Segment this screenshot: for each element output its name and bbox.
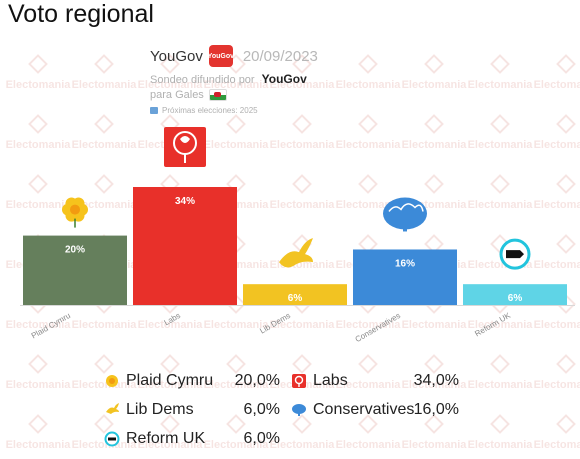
daffodil-icon <box>62 197 88 228</box>
bar <box>133 187 237 305</box>
bar-value-label: 34% <box>175 196 195 207</box>
legend-label: Lib Dems <box>126 401 194 418</box>
category-tick-label: Reform UK <box>473 311 512 339</box>
pollster-row: YouGov YouGov 20/09/2023 <box>150 44 450 68</box>
bar <box>23 235 127 305</box>
watermark-mark: Electomania <box>6 414 72 451</box>
reform-uk-icon <box>104 431 120 447</box>
legend-value: 34,0% <box>413 372 459 389</box>
legend-item: Conservatives <box>291 397 414 423</box>
ballot-box-icon <box>150 107 158 114</box>
legend-label: Labs <box>313 372 348 389</box>
published-by-row: Sondeo difundido por YouGov <box>150 72 450 86</box>
region-label: para Gales <box>150 89 204 101</box>
legend-value: 6,0% <box>243 401 280 418</box>
svg-text:Electomania: Electomania <box>534 379 580 391</box>
svg-text:Electomania: Electomania <box>468 439 534 451</box>
rose-icon <box>291 373 307 389</box>
published-by-name: YouGov <box>261 72 307 86</box>
next-election-row: Próximas elecciones: 2025 <box>150 106 450 115</box>
bar <box>243 284 347 305</box>
bar-value-label: 20% <box>65 245 85 256</box>
svg-text:Electomania: Electomania <box>468 379 534 391</box>
daffodil-icon <box>104 373 120 389</box>
legend-item: Lib Dems <box>104 397 194 423</box>
bar-value-label: 16% <box>395 258 415 269</box>
svg-text:Electomania: Electomania <box>534 439 580 451</box>
svg-text:Electomania: Electomania <box>6 439 72 451</box>
region-row: para Gales <box>150 89 450 101</box>
rose-icon <box>164 127 206 167</box>
next-election-label: Próximas elecciones: 2025 <box>162 106 258 115</box>
category-tick-label: Conservatives <box>354 311 402 344</box>
svg-text:Electomania: Electomania <box>336 439 402 451</box>
pollster-name: YouGov <box>150 47 203 65</box>
legend-value: 6,0% <box>243 430 280 447</box>
watermark-mark: Electomania <box>534 414 580 451</box>
page-title: Voto regional <box>8 0 154 28</box>
reform-uk-icon <box>499 238 531 270</box>
legend-item: Reform UK <box>104 426 205 452</box>
legend-value: 20,0% <box>234 372 280 389</box>
legend-label: Reform UK <box>126 430 206 447</box>
legend-item: Plaid Cymru <box>104 368 213 394</box>
legend-label: Conservatives <box>313 401 415 418</box>
category-tick-label: Labs <box>162 311 182 327</box>
svg-text:Electomania: Electomania <box>6 379 72 391</box>
bar-value-label: 6% <box>508 293 523 304</box>
pollster-logo: YouGov <box>208 45 234 67</box>
bar <box>463 284 567 305</box>
bar-chart: 20% Plaid Cymru 34% Labs 6% Lib Dems 16% Conser… <box>20 127 575 344</box>
legend-label: Plaid Cymru <box>126 372 214 389</box>
legend-item: Labs <box>291 368 348 394</box>
svg-text:Electomania: Electomania <box>402 439 468 451</box>
category-tick-label: Plaid Cymru <box>30 311 72 341</box>
category-tick-label: Lib Dems <box>258 311 292 336</box>
legend-value: 16,0% <box>413 401 459 418</box>
bar-value-label: 6% <box>288 293 303 304</box>
published-by-label: Sondeo difundido por <box>150 74 255 86</box>
poll-header: YouGov YouGov 20/09/2023 Sondeo difundid… <box>150 44 450 115</box>
oak-tree-icon <box>383 197 427 232</box>
dove-icon <box>279 238 313 268</box>
watermark-mark: Electomania <box>468 414 534 451</box>
bar <box>353 249 457 305</box>
oak-tree-icon <box>291 402 307 418</box>
poll-date: 20/09/2023 <box>242 47 318 65</box>
wales-flag-icon <box>208 89 227 101</box>
dove-icon <box>104 402 120 418</box>
